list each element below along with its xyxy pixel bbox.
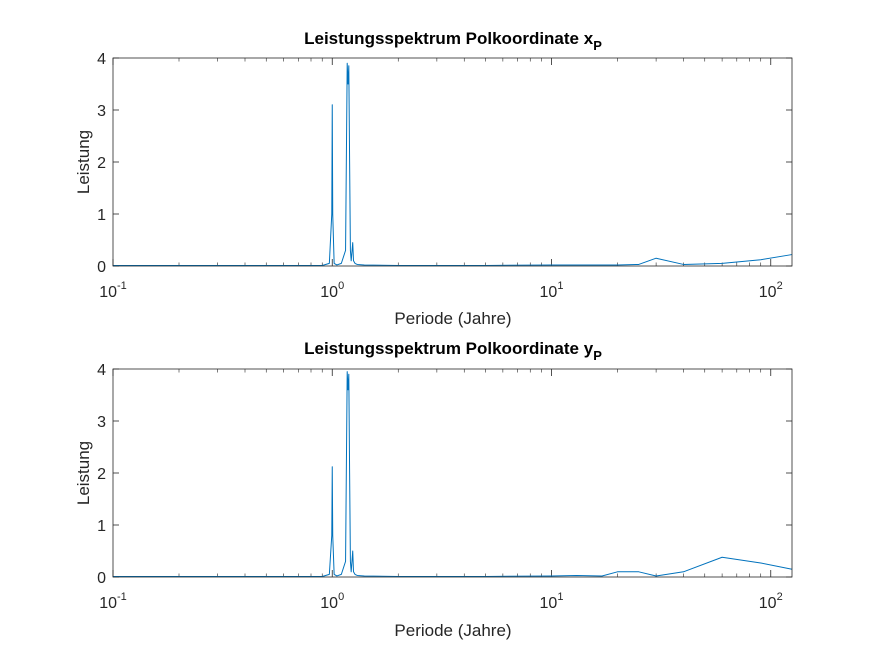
tick-layer: 0 1 2 3 4 10-1 100 101 102 <box>97 362 792 612</box>
y-tick-label: 4 <box>97 51 106 68</box>
y-axis-label-group: Leistung <box>74 441 93 505</box>
axes-frame <box>112 57 793 267</box>
x-tick-label: 100 <box>320 280 344 301</box>
y-tick-label: 2 <box>97 155 106 172</box>
data-layer <box>113 62 793 266</box>
chart-title: Leistungsspektrum Polkoordinate xP <box>304 29 602 53</box>
y-axis-label-group: Leistung <box>74 130 93 194</box>
chart-title: Leistungsspektrum Polkoordinate yP <box>304 339 602 363</box>
y-tick-label: 0 <box>97 570 106 587</box>
y-tick-label: 0 <box>97 259 106 276</box>
y-tick-label: 2 <box>97 466 106 483</box>
y-axis-label: Leistung <box>74 130 93 194</box>
x-tick-label: 101 <box>540 591 564 612</box>
chart-title-text: Leistungsspektrum Polkoordinate x <box>304 29 594 48</box>
y-tick-label: 4 <box>97 362 106 379</box>
y-tick-label: 3 <box>97 414 106 431</box>
x-tick-label: 100 <box>320 591 344 612</box>
x-tick-label: 101 <box>540 280 564 301</box>
series-line <box>113 62 793 266</box>
series-line <box>113 371 793 577</box>
y-tick-label: 3 <box>97 103 106 120</box>
y-tick-label: 1 <box>97 207 106 224</box>
x-axis-label: Periode (Jahre) <box>394 309 511 328</box>
axes-frame <box>112 368 793 578</box>
x-tick-label: 10-1 <box>99 591 127 612</box>
tick-layer: 0 1 2 3 4 10-1 100 101 102 <box>97 51 792 301</box>
x-tick-label: 10-1 <box>99 280 127 301</box>
x-tick-label: 102 <box>759 280 783 301</box>
x-tick-label: 102 <box>759 591 783 612</box>
subplot-x-coordinate: Leistungsspektrum Polkoordinate xP Leist… <box>74 29 793 328</box>
data-layer <box>113 371 793 577</box>
subplot-y-coordinate: Leistungsspektrum Polkoordinate yP Leist… <box>74 339 793 640</box>
x-axis-label: Periode (Jahre) <box>394 621 511 640</box>
y-axis-label: Leistung <box>74 441 93 505</box>
chart-title-subscript: P <box>593 348 602 363</box>
chart-title-text: Leistungsspektrum Polkoordinate y <box>304 339 594 358</box>
chart-title-subscript: P <box>593 38 602 53</box>
y-tick-label: 1 <box>97 518 106 535</box>
